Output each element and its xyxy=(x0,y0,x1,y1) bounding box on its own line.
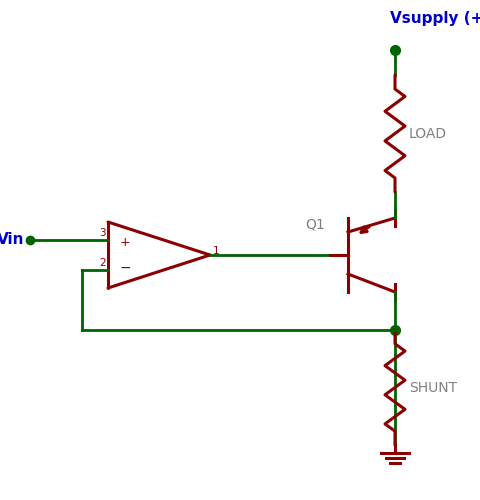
Text: Vsupply (+): Vsupply (+) xyxy=(389,10,480,26)
Text: SHUNT: SHUNT xyxy=(408,380,456,394)
Text: LOAD: LOAD xyxy=(408,126,446,140)
Text: 1: 1 xyxy=(213,246,219,256)
Text: 3: 3 xyxy=(99,228,106,238)
Text: −: − xyxy=(119,261,131,275)
Text: Vin: Vin xyxy=(0,232,24,248)
Text: Q1: Q1 xyxy=(305,218,324,232)
Text: +: + xyxy=(120,236,130,250)
Text: 2: 2 xyxy=(99,258,106,268)
